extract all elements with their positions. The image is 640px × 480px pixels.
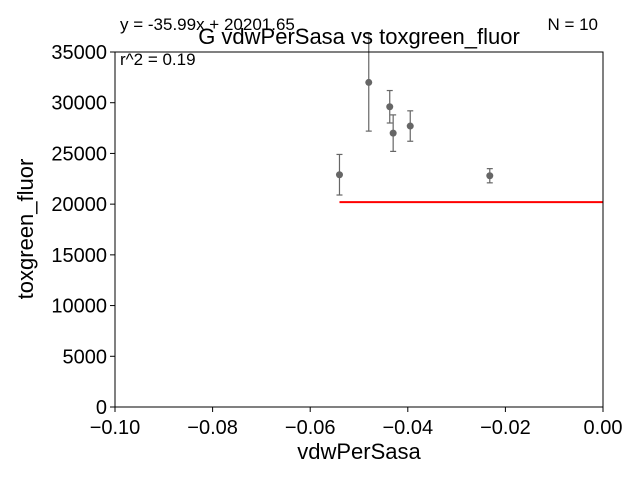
n-count-label: N = 10 [547,15,598,34]
data-point [486,172,494,180]
data-point [406,122,414,130]
data-point [389,129,397,137]
data-marks [335,33,494,196]
r-squared-label: r^2 = 0.19 [120,50,196,69]
fit-equation-label: y = -35.99x + 20201.65 [120,15,295,34]
x-tick-label: −0.10 [90,417,141,439]
y-tick-label: 30000 [51,93,107,115]
chart-title: G vdwPerSasa vs toxgreen_fluor [198,24,520,49]
x-tick-label: −0.08 [187,417,238,439]
y-tick-label: 5000 [63,346,108,368]
x-tick-label: 0.00 [584,417,623,439]
plot-area-frame [114,51,604,408]
y-axis-label: toxgreen_fluor [13,159,38,300]
data-point [335,171,343,179]
x-tick-label: −0.04 [382,417,433,439]
y-tick-label: 20000 [51,194,107,216]
y-tick-label: 15000 [51,245,107,267]
y-tick-label: 35000 [51,42,107,64]
data-point [365,78,373,86]
y-axis-ticks: 0 5000 10000 15000 20000 25000 30000 35000 [51,42,115,419]
y-tick-label: 10000 [51,296,107,318]
y-tick-label: 0 [96,397,107,419]
x-axis-label: vdwPerSasa [297,439,421,464]
data-point [386,103,394,111]
x-axis-ticks: −0.10 −0.08 −0.06 −0.04 −0.02 0.00 [90,407,623,439]
x-tick-label: −0.06 [285,417,336,439]
y-tick-label: 25000 [51,143,107,165]
x-tick-label: −0.02 [480,417,531,439]
